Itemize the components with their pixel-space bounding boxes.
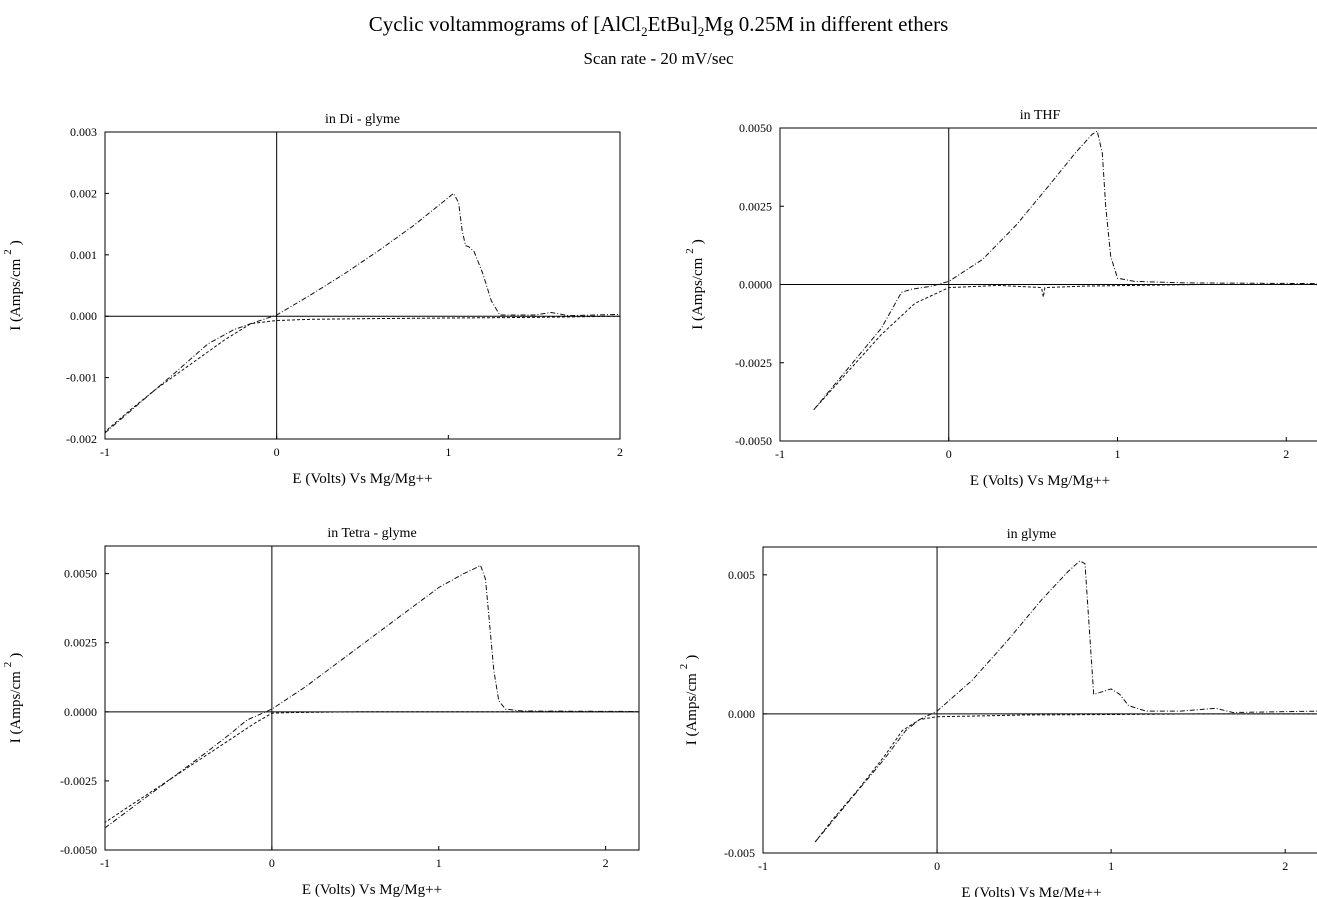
y-tick-label: 0.002 <box>70 186 97 200</box>
y-tick-label: 0.000 <box>728 707 755 721</box>
x-tick-label: -1 <box>100 445 110 459</box>
chart-panel-thf: in THF -1 0 1 2 -0.0050 -0.0025 0.0000 0.0025 0.0… <box>684 108 1317 489</box>
x-tick-label: 2 <box>617 445 623 459</box>
y-tick-label: 0.000 <box>70 309 97 323</box>
y-tick-label: 0.0000 <box>64 705 97 719</box>
voltammogram-curve <box>814 560 1317 843</box>
y-tick-label: 0.0050 <box>739 121 772 135</box>
voltammogram-curve <box>104 192 621 434</box>
plot-frame <box>104 131 621 440</box>
panel-title: in THF <box>1020 108 1061 123</box>
voltammogram-curve <box>814 713 1317 843</box>
y-tick-label: 0.0050 <box>64 567 97 581</box>
y-axis-label-superscript: 2 <box>2 662 14 668</box>
x-tick-label: 2 <box>1282 859 1288 873</box>
x-tick-label: 1 <box>1115 447 1121 461</box>
panel-title: in Tetra - glyme <box>327 526 416 541</box>
x-tick-label: 0 <box>274 445 280 459</box>
y-tick-label: -0.0050 <box>735 434 772 448</box>
y-tick-label: -0.005 <box>724 846 755 860</box>
voltammogram-curve <box>104 711 639 823</box>
voltammogram-curve <box>104 564 640 829</box>
x-axis-label: E (Volts) Vs Mg/Mg++ <box>970 473 1110 489</box>
y-tick-label: 0.0025 <box>64 636 97 650</box>
title-prefix: Cyclic voltammograms of [AlCl <box>368 12 642 36</box>
main-title: Cyclic voltammograms of [AlCl2EtBu]2Mg 0… <box>0 12 1317 40</box>
x-tick-label: 0 <box>946 447 952 461</box>
y-axis-label-superscript: 2 <box>684 248 696 254</box>
title-sub-2: 2 <box>697 24 705 40</box>
y-axis-label-close: ) <box>684 655 700 660</box>
x-tick-label: 0 <box>934 859 940 873</box>
voltammogram-curve <box>813 130 1317 411</box>
x-tick-label: 2 <box>603 856 609 870</box>
x-tick-label: -1 <box>775 447 785 461</box>
y-axis-label-close: ) <box>8 653 24 658</box>
voltammogram-curve <box>813 284 1317 411</box>
title-mid: EtBu] <box>647 12 698 36</box>
y-axis-label-close: ) <box>690 239 706 244</box>
y-axis-label-text: I (Amps/cm <box>8 258 24 330</box>
y-tick-label: 0.0000 <box>739 278 772 292</box>
plot-frame <box>104 545 640 851</box>
x-tick-label: 2 <box>1283 447 1289 461</box>
voltammogram-curve <box>104 315 621 432</box>
y-tick-label: -0.001 <box>66 371 97 385</box>
x-tick-label: 1 <box>436 856 442 870</box>
y-tick-label: 0.001 <box>70 248 97 262</box>
panel-title: in Di - glyme <box>325 112 400 127</box>
y-tick-label: 0.005 <box>728 568 755 582</box>
x-axis-label: E (Volts) Vs Mg/Mg++ <box>961 885 1101 897</box>
x-tick-label: 1 <box>445 445 451 459</box>
subtitle: Scan rate - 20 mV/sec <box>583 49 734 68</box>
x-axis-label: E (Volts) Vs Mg/Mg++ <box>292 471 432 487</box>
x-tick-label: -1 <box>758 859 768 873</box>
chart-panel-glyme: in glyme -1 0 1 2 -0.005 0.000 0.005 E (Volts) V… <box>678 527 1317 897</box>
y-axis-label-superscript: 2 <box>2 249 14 255</box>
title-sub-1: 2 <box>641 24 648 40</box>
x-tick-label: 0 <box>269 856 275 870</box>
y-axis-label: I (Amps/cm 2) <box>684 239 706 330</box>
y-axis-label: I (Amps/cm 2) <box>2 653 24 744</box>
y-axis-label: I (Amps/cm 2) <box>2 240 24 331</box>
y-axis-label-text: I (Amps/cm <box>8 671 24 743</box>
x-tick-label: -1 <box>100 856 110 870</box>
y-axis-label-superscript: 2 <box>678 664 690 670</box>
title-suffix: Mg 0.25M in different ethers <box>704 12 949 36</box>
plot-frame <box>762 546 1317 854</box>
y-axis-label: I (Amps/cm 2) <box>678 655 700 746</box>
chart-panel-diglyme: in Di - glyme -1 0 1 2 -0.002 -0.001 0.000 0.001… <box>2 112 623 487</box>
y-tick-label: -0.0050 <box>60 843 97 857</box>
y-tick-label: 0.003 <box>70 125 97 139</box>
y-axis-label-close: ) <box>8 240 24 245</box>
x-axis-label: E (Volts) Vs Mg/Mg++ <box>302 882 442 897</box>
y-tick-label: -0.0025 <box>735 356 772 370</box>
x-tick-label: 1 <box>1108 859 1114 873</box>
y-tick-label: -0.002 <box>66 432 97 446</box>
y-tick-label: 0.0025 <box>739 199 772 213</box>
panel-title: in glyme <box>1007 527 1056 542</box>
chart-panel-tetraglyme: in Tetra - glyme -1 0 1 2 -0.0050 -0.0025 0.000… <box>2 526 640 897</box>
y-axis-label-text: I (Amps/cm <box>684 673 700 745</box>
y-axis-label-text: I (Amps/cm <box>690 257 706 329</box>
y-tick-label: -0.0025 <box>60 774 97 788</box>
